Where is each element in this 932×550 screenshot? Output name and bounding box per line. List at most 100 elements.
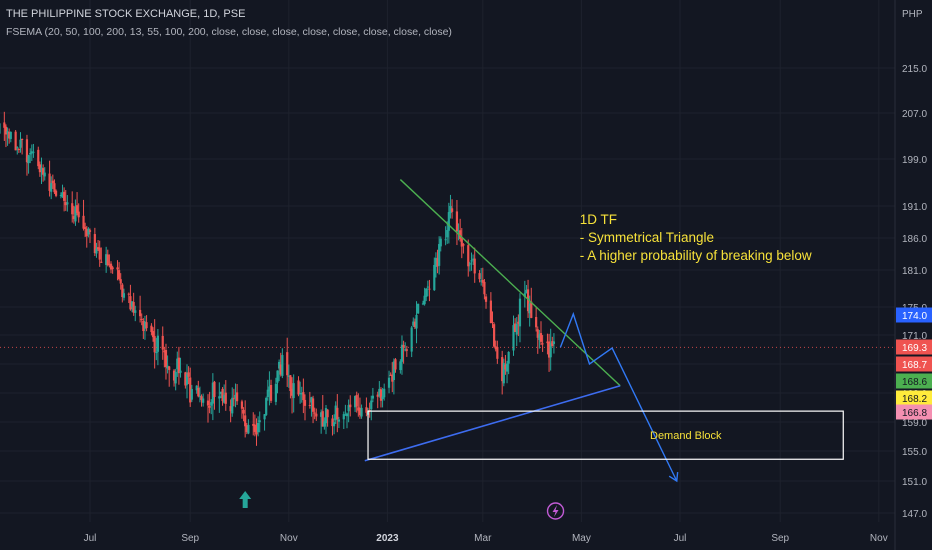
demand-block-label: Demand Block (650, 430, 722, 442)
candle-down (379, 387, 383, 408)
candle-body (223, 395, 226, 403)
time-tick-label: 2023 (376, 533, 399, 544)
candle-body (96, 247, 100, 250)
candle-body (6, 131, 9, 134)
candle-down (53, 179, 56, 195)
candle-up (59, 192, 63, 199)
candle-body (269, 385, 273, 401)
price-tag: 166.8 (896, 404, 932, 420)
candle-down (551, 336, 554, 347)
candle-body (413, 321, 417, 327)
candle-up (130, 301, 134, 313)
candle-up (156, 328, 159, 366)
candle-up (480, 267, 483, 286)
candle-down (496, 340, 499, 364)
candle-body (336, 407, 339, 420)
support-trendline (364, 384, 621, 462)
candle-up (400, 335, 404, 375)
candle-up (299, 381, 302, 404)
candle-body (195, 385, 198, 391)
candle-body (153, 336, 156, 353)
candle-up (470, 252, 473, 271)
candle-up (410, 325, 413, 358)
candle-body (473, 258, 476, 274)
candle-down (229, 399, 232, 423)
candle-body (379, 389, 383, 401)
candle-up (371, 387, 374, 403)
candle-body (383, 388, 386, 398)
price-tick-label: 186.0 (902, 234, 927, 245)
candle-down (25, 134, 29, 176)
candle-down (514, 318, 517, 333)
candle-body (166, 365, 169, 369)
candle-up (198, 386, 202, 403)
candle-down (98, 240, 101, 267)
candle-body (323, 421, 326, 427)
candle-body (87, 228, 90, 235)
time-axis[interactable]: Jul Sep Nov 2023 Mar May Jul Sep Nov (84, 533, 888, 544)
candle-body (321, 411, 324, 427)
candle-up (421, 300, 425, 306)
candle-down (82, 199, 85, 231)
candle-up (211, 373, 214, 421)
candle-body (428, 288, 431, 290)
candle-down (308, 391, 311, 409)
candle-body (174, 371, 177, 384)
candle-down (235, 384, 239, 405)
annotation-line: - Symmetrical Triangle (580, 230, 714, 245)
candle-body (547, 341, 551, 358)
candle-down (129, 284, 132, 311)
candle-body (25, 139, 29, 163)
candle-body (505, 363, 509, 372)
candle-up (300, 386, 303, 403)
candle-body (129, 296, 132, 310)
candle-up (332, 414, 336, 435)
candle-body (392, 361, 395, 380)
candle-body (111, 267, 114, 270)
candle-body (483, 281, 486, 295)
candle-body (142, 321, 145, 332)
candle-body (331, 418, 334, 427)
candle-body (326, 409, 329, 418)
candle-body (197, 387, 200, 397)
candle-body (232, 398, 235, 400)
candle-up (324, 405, 328, 435)
candle-body (376, 394, 379, 397)
candle-body (85, 228, 88, 237)
candle-down (389, 372, 392, 376)
candle-body (368, 409, 371, 411)
candle-body (74, 206, 77, 222)
candle-body (189, 377, 192, 403)
candle-body (433, 264, 436, 291)
candle-down (106, 249, 109, 267)
candle-down (541, 335, 544, 352)
candle-down (539, 321, 543, 346)
candle-up (174, 368, 177, 391)
candle-down (37, 146, 40, 170)
candle-up (342, 411, 345, 429)
price-tag-value: 169.3 (902, 343, 927, 354)
price-tick-label: 215.0 (902, 64, 927, 75)
time-tick-label: Nov (280, 533, 298, 544)
price-tag-bg (896, 390, 932, 406)
candle-body (467, 245, 470, 267)
price-tag-value: 168.2 (902, 394, 927, 405)
candle-body (300, 393, 303, 395)
candle-body (357, 407, 360, 411)
candle-down (326, 409, 329, 427)
candle-down (17, 147, 20, 153)
candle-up (155, 337, 158, 361)
price-axis[interactable]: 147.0151.0155.0159.0163.0167.0171.0175.0… (896, 64, 932, 520)
indicator-legend[interactable]: FSEMA (20, 50, 100, 200, 13, 55, 100, 20… (6, 26, 452, 38)
candle-body (405, 349, 408, 351)
symbol-title[interactable]: THE PHILIPPINE STOCK EXCHANGE, 1D, PSE (6, 8, 246, 20)
candle-body (494, 346, 497, 350)
candle-body (313, 412, 316, 414)
candle-down (84, 222, 87, 238)
candle-down (64, 190, 67, 211)
candle-up (105, 246, 108, 273)
annotations: 1D TF - Symmetrical Triangle - A higher pr… (239, 212, 812, 520)
candle-body (48, 173, 51, 191)
candle-body (93, 234, 96, 254)
